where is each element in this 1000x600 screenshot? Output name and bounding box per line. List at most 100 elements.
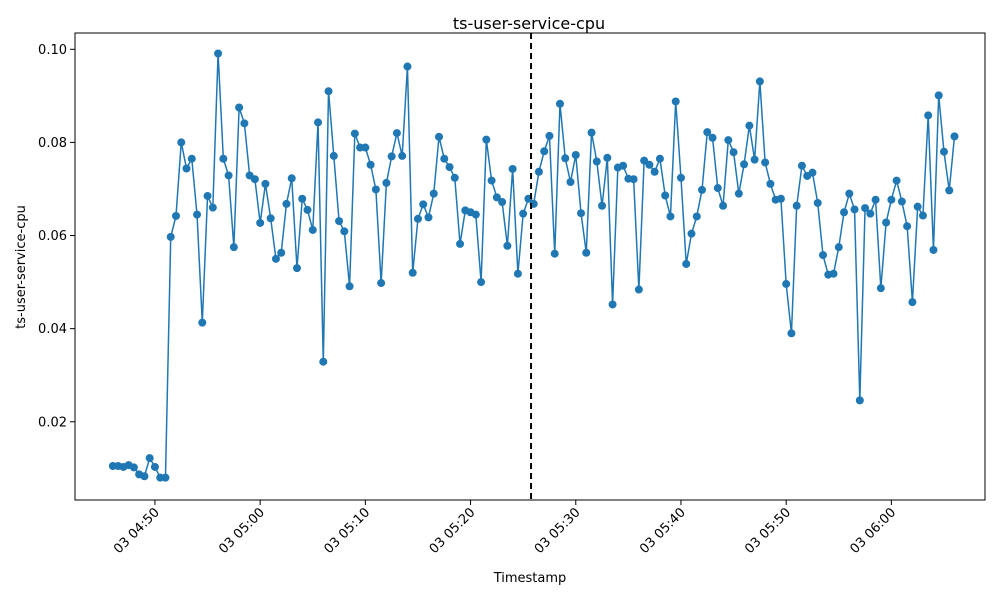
- data-point: [724, 136, 733, 145]
- data-point: [561, 154, 570, 163]
- x-tick-label: 03 05:10: [321, 505, 373, 557]
- data-point: [350, 129, 359, 138]
- data-point: [729, 148, 738, 157]
- data-point: [308, 225, 317, 234]
- data-point: [361, 143, 370, 152]
- data-point: [776, 194, 785, 203]
- data-point: [550, 249, 559, 258]
- data-point: [782, 279, 791, 288]
- x-tick-label: 03 05:40: [637, 505, 689, 557]
- chart-title: ts-user-service-cpu: [453, 14, 605, 33]
- y-tick-label: 0.10: [38, 43, 67, 58]
- data-point: [477, 278, 486, 287]
- data-point: [676, 173, 685, 182]
- y-axis: 0.02 0.04 0.06 0.08 0.10: [38, 43, 75, 430]
- data-point: [235, 103, 244, 112]
- y-tick-label: 0.06: [38, 229, 67, 244]
- data-point: [413, 214, 422, 223]
- data-point: [939, 147, 948, 156]
- data-point: [387, 152, 396, 161]
- x-tick-label: 03 05:20: [427, 505, 479, 557]
- data-point: [708, 133, 717, 142]
- y-tick-label: 0.04: [38, 322, 67, 337]
- data-point: [229, 243, 238, 252]
- data-point: [482, 135, 491, 144]
- data-point: [734, 189, 743, 198]
- data-point: [671, 97, 680, 106]
- data-point: [840, 208, 849, 217]
- data-point: [224, 171, 233, 180]
- data-point: [171, 211, 180, 220]
- data-point: [261, 179, 270, 188]
- data-point: [861, 204, 870, 213]
- data-point: [745, 121, 754, 130]
- data-point: [398, 151, 407, 160]
- data-point: [950, 132, 959, 141]
- data-point: [345, 282, 354, 291]
- data-point: [713, 184, 722, 193]
- data-point: [266, 214, 275, 223]
- data-point: [129, 463, 138, 472]
- data-point: [908, 298, 917, 307]
- data-point: [619, 161, 628, 170]
- x-tick-label: 03 05:00: [216, 505, 268, 557]
- data-point: [287, 174, 296, 183]
- data-point: [850, 205, 859, 214]
- data-point: [887, 195, 896, 204]
- data-point: [929, 245, 938, 254]
- data-point: [177, 138, 186, 147]
- data-point: [918, 211, 927, 220]
- data-point: [256, 218, 265, 227]
- data-point: [424, 213, 433, 222]
- data-point: [508, 164, 517, 173]
- data-point: [897, 197, 906, 206]
- data-point: [592, 157, 601, 166]
- data-point: [740, 160, 749, 169]
- data-point: [834, 243, 843, 252]
- data-point: [634, 285, 643, 294]
- data-point: [366, 160, 375, 169]
- data-point: [487, 176, 496, 185]
- data-point: [492, 193, 501, 202]
- y-tick-label: 0.02: [38, 415, 67, 430]
- data-point: [571, 150, 580, 159]
- data-point: [182, 164, 191, 173]
- data-point: [513, 269, 522, 278]
- data-point: [519, 209, 528, 218]
- x-axis-title: Timestamp: [493, 571, 567, 586]
- data-point: [419, 200, 428, 209]
- data-point: [203, 191, 212, 200]
- data-point: [382, 178, 391, 187]
- data-point: [140, 472, 149, 481]
- data-point: [808, 168, 817, 177]
- data-point: [661, 191, 670, 200]
- data-point: [161, 473, 170, 482]
- y-tick-label: 0.08: [38, 136, 67, 151]
- data-point: [534, 167, 543, 176]
- data-point: [866, 209, 875, 218]
- data-point: [608, 300, 617, 309]
- data-point: [582, 248, 591, 257]
- data-point: [193, 210, 202, 219]
- data-point: [166, 232, 175, 241]
- data-point: [392, 129, 401, 138]
- data-point: [903, 222, 912, 231]
- data-point: [555, 99, 564, 108]
- y-axis-title: ts-user-service-cpu: [14, 205, 29, 329]
- data-point: [324, 87, 333, 96]
- data-point: [277, 248, 286, 257]
- data-point: [719, 201, 728, 210]
- data-point: [871, 195, 880, 204]
- data-point: [208, 203, 217, 212]
- data-point: [587, 128, 596, 137]
- data-point: [818, 251, 827, 260]
- data-point: [298, 194, 307, 203]
- data-point: [435, 132, 443, 141]
- x-tick-label: 03 04:50: [111, 505, 163, 557]
- x-tick-label: 03 05:50: [742, 505, 794, 557]
- data-point: [924, 111, 933, 120]
- data-point: [471, 210, 480, 219]
- data-point: [319, 357, 328, 366]
- data-point: [145, 454, 154, 463]
